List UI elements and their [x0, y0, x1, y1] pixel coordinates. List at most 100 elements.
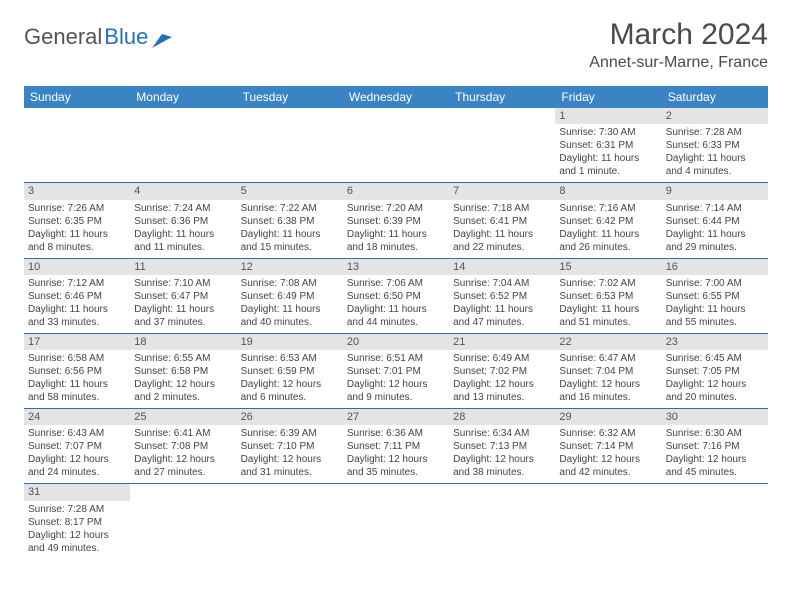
- empty-cell: [343, 484, 449, 559]
- day-cell: 27Sunrise: 6:36 AMSunset: 7:11 PMDayligh…: [343, 409, 449, 484]
- day-cell: 1Sunrise: 7:30 AMSunset: 6:31 PMDaylight…: [555, 108, 661, 183]
- day-number: 20: [343, 334, 449, 350]
- sunrise-text: Sunrise: 6:49 AM: [453, 352, 551, 365]
- day-cell: 13Sunrise: 7:06 AMSunset: 6:50 PMDayligh…: [343, 258, 449, 333]
- sunset-text: Sunset: 6:49 PM: [241, 290, 339, 303]
- sunrise-text: Sunrise: 7:28 AM: [28, 503, 126, 516]
- day-number: 31: [24, 484, 130, 500]
- day-number: 11: [130, 259, 236, 275]
- day-cell: 11 Sunrise: 7:10 AMSunset: 6:47 PMDayligh…: [130, 258, 236, 333]
- sunset-text: Sunset: 7:10 PM: [241, 440, 339, 453]
- day-header: Monday: [130, 86, 236, 108]
- day-number: 7: [449, 183, 555, 199]
- sunrise-text: Sunrise: 7:26 AM: [28, 202, 126, 215]
- day-number: 29: [555, 409, 661, 425]
- sunrise-text: Sunrise: 6:43 AM: [28, 427, 126, 440]
- sunrise-text: Sunrise: 7:20 AM: [347, 202, 445, 215]
- day-header: Tuesday: [237, 86, 343, 108]
- sunrise-text: Sunrise: 7:02 AM: [559, 277, 657, 290]
- sunset-text: Sunset: 6:56 PM: [28, 365, 126, 378]
- empty-cell: [343, 108, 449, 183]
- empty-cell: [130, 484, 236, 559]
- day-cell: 7Sunrise: 7:18 AMSunset: 6:41 PMDaylight…: [449, 183, 555, 258]
- daylight-text: Daylight: 11 hours and 44 minutes.: [347, 303, 445, 329]
- day-cell: 31Sunrise: 7:28 AMSunset: 8:17 PMDayligh…: [24, 484, 130, 559]
- day-number: 10: [24, 259, 130, 275]
- sunset-text: Sunset: 7:14 PM: [559, 440, 657, 453]
- day-number: 16: [662, 259, 768, 275]
- sunset-text: Sunset: 6:42 PM: [559, 215, 657, 228]
- daylight-text: Daylight: 11 hours and 33 minutes.: [28, 303, 126, 329]
- day-number: 15: [555, 259, 661, 275]
- sunset-text: Sunset: 6:39 PM: [347, 215, 445, 228]
- sunrise-text: Sunrise: 6:39 AM: [241, 427, 339, 440]
- sunrise-text: Sunrise: 7:24 AM: [134, 202, 232, 215]
- sunrise-text: Sunrise: 7:00 AM: [666, 277, 764, 290]
- daylight-text: Daylight: 11 hours and 29 minutes.: [666, 228, 764, 254]
- empty-cell: [237, 108, 343, 183]
- day-number: 24: [24, 409, 130, 425]
- daylight-text: Daylight: 12 hours and 42 minutes.: [559, 453, 657, 479]
- title-block: March 2024 Annet-sur-Marne, France: [589, 18, 768, 72]
- sunset-text: Sunset: 6:58 PM: [134, 365, 232, 378]
- day-number: 12: [237, 259, 343, 275]
- daylight-text: Daylight: 11 hours and 55 minutes.: [666, 303, 764, 329]
- day-cell: 21Sunrise: 6:49 AMSunset: 7:02 PMDayligh…: [449, 333, 555, 408]
- week-row: 10Sunrise: 7:12 AMSunset: 6:46 PMDayligh…: [24, 258, 768, 333]
- daylight-text: Daylight: 11 hours and 26 minutes.: [559, 228, 657, 254]
- day-cell: 19Sunrise: 6:53 AMSunset: 6:59 PMDayligh…: [237, 333, 343, 408]
- sunset-text: Sunset: 6:55 PM: [666, 290, 764, 303]
- daylight-text: Daylight: 11 hours and 47 minutes.: [453, 303, 551, 329]
- sunset-text: Sunset: 6:41 PM: [453, 215, 551, 228]
- day-cell: 12Sunrise: 7:08 AMSunset: 6:49 PMDayligh…: [237, 258, 343, 333]
- calendar-body: 1Sunrise: 7:30 AMSunset: 6:31 PMDaylight…: [24, 108, 768, 559]
- day-cell: 29 Sunrise: 6:32 AMSunset: 7:14 PMDayligh…: [555, 409, 661, 484]
- sunset-text: Sunset: 6:33 PM: [666, 139, 764, 152]
- sunrise-text: Sunrise: 7:28 AM: [666, 126, 764, 139]
- day-cell: 14Sunrise: 7:04 AMSunset: 6:52 PMDayligh…: [449, 258, 555, 333]
- sunset-text: Sunset: 6:52 PM: [453, 290, 551, 303]
- day-cell: 28Sunrise: 6:34 AMSunset: 7:13 PMDayligh…: [449, 409, 555, 484]
- sunset-text: Sunset: 6:35 PM: [28, 215, 126, 228]
- day-header-row: SundayMondayTuesdayWednesdayThursdayFrid…: [24, 86, 768, 108]
- day-number: 5: [237, 183, 343, 199]
- sunrise-text: Sunrise: 7:22 AM: [241, 202, 339, 215]
- sunrise-text: Sunrise: 6:47 AM: [559, 352, 657, 365]
- day-cell: 6Sunrise: 7:20 AMSunset: 6:39 PMDaylight…: [343, 183, 449, 258]
- day-number: 14: [449, 259, 555, 275]
- sunrise-text: Sunrise: 6:58 AM: [28, 352, 126, 365]
- day-number: 1: [555, 108, 661, 124]
- day-cell: 23Sunrise: 6:45 AMSunset: 7:05 PMDayligh…: [662, 333, 768, 408]
- sunrise-text: Sunrise: 7:14 AM: [666, 202, 764, 215]
- week-row: 3Sunrise: 7:26 AMSunset: 6:35 PMDaylight…: [24, 183, 768, 258]
- daylight-text: Daylight: 11 hours and 37 minutes.: [134, 303, 232, 329]
- sunrise-text: Sunrise: 7:10 AM: [134, 277, 232, 290]
- day-cell: 8Sunrise: 7:16 AMSunset: 6:42 PMDaylight…: [555, 183, 661, 258]
- day-number: 19: [237, 334, 343, 350]
- daylight-text: Daylight: 12 hours and 35 minutes.: [347, 453, 445, 479]
- sunset-text: Sunset: 8:17 PM: [28, 516, 126, 529]
- sunset-text: Sunset: 7:05 PM: [666, 365, 764, 378]
- day-header: Friday: [555, 86, 661, 108]
- sunset-text: Sunset: 6:47 PM: [134, 290, 232, 303]
- sunset-text: Sunset: 6:31 PM: [559, 139, 657, 152]
- daylight-text: Daylight: 12 hours and 38 minutes.: [453, 453, 551, 479]
- day-cell: 20Sunrise: 6:51 AMSunset: 7:01 PMDayligh…: [343, 333, 449, 408]
- day-cell: 15Sunrise: 7:02 AMSunset: 6:53 PMDayligh…: [555, 258, 661, 333]
- day-number: 27: [343, 409, 449, 425]
- day-number: 2: [662, 108, 768, 124]
- day-number: 26: [237, 409, 343, 425]
- month-title: March 2024: [589, 18, 768, 52]
- daylight-text: Daylight: 12 hours and 13 minutes.: [453, 378, 551, 404]
- sunset-text: Sunset: 6:36 PM: [134, 215, 232, 228]
- logo-text-2: Blue: [104, 24, 148, 50]
- empty-cell: [662, 484, 768, 559]
- flag-icon: [152, 28, 172, 42]
- day-number: 9: [662, 183, 768, 199]
- day-number: 8: [555, 183, 661, 199]
- daylight-text: Daylight: 11 hours and 15 minutes.: [241, 228, 339, 254]
- sunrise-text: Sunrise: 6:32 AM: [559, 427, 657, 440]
- logo-text-1: General: [24, 24, 102, 50]
- sunset-text: Sunset: 7:08 PM: [134, 440, 232, 453]
- sunset-text: Sunset: 7:02 PM: [453, 365, 551, 378]
